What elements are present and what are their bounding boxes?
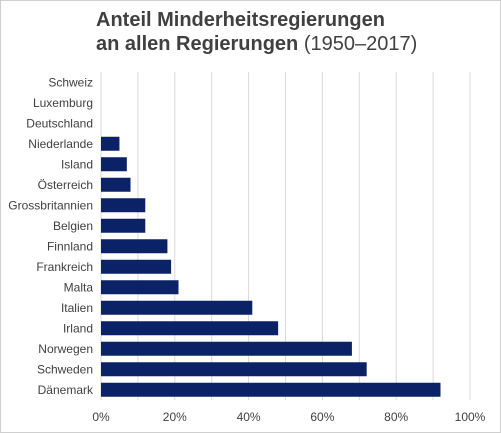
chart-title-line-1: Anteil Minderheitsregierungen <box>96 9 385 31</box>
category-label: Grossbritannien <box>8 198 93 212</box>
category-label: Luxemburg <box>33 96 93 110</box>
category-label: Finnland <box>47 239 93 253</box>
chart-title-line-2-main: an allen Regierungen <box>96 33 299 55</box>
bars <box>101 136 441 397</box>
bar <box>101 321 279 336</box>
bar <box>101 280 179 295</box>
x-tick-label: 60% <box>310 410 334 424</box>
x-tick-label: 100% <box>455 410 486 424</box>
category-label: Schweden <box>37 362 93 376</box>
bar <box>101 136 120 151</box>
chart-subtitle: (1950–2017) <box>303 33 418 55</box>
x-tick-label: 20% <box>163 410 187 424</box>
bar <box>101 300 253 315</box>
chart-title-line-2: an allen Regierungen (1950–2017) <box>96 32 456 56</box>
bar <box>101 218 146 233</box>
bar <box>101 198 146 213</box>
category-label: Belgien <box>53 219 93 233</box>
x-tick-labels: 0% 20% 40% 60% 80% 100% <box>92 410 485 424</box>
bar <box>101 259 172 274</box>
category-label: Irland <box>63 321 93 335</box>
bar <box>101 157 127 172</box>
category-label: Island <box>61 157 93 171</box>
category-label: Niederlande <box>28 137 93 151</box>
bar <box>101 382 441 397</box>
category-labels: Schweiz Luxemburg Deutschland Niederlande Is… <box>8 75 94 397</box>
x-tick-label: 0% <box>92 410 110 424</box>
x-tick-label: 80% <box>384 410 408 424</box>
x-tick-label: 40% <box>237 410 261 424</box>
category-label: Deutschland <box>26 116 93 130</box>
category-label: Norwegen <box>38 342 93 356</box>
chart-title: Anteil Minderheitsregierungen an allen R… <box>96 8 456 56</box>
bar <box>101 341 352 356</box>
category-label: Schweiz <box>48 75 93 89</box>
category-label: Italien <box>61 301 93 315</box>
bar <box>101 239 168 254</box>
category-label: Dänemark <box>38 383 94 397</box>
category-label: Malta <box>64 280 94 294</box>
category-label: Österreich <box>38 178 93 192</box>
bar <box>101 362 367 377</box>
category-label: Frankreich <box>36 260 93 274</box>
bar <box>101 177 131 192</box>
